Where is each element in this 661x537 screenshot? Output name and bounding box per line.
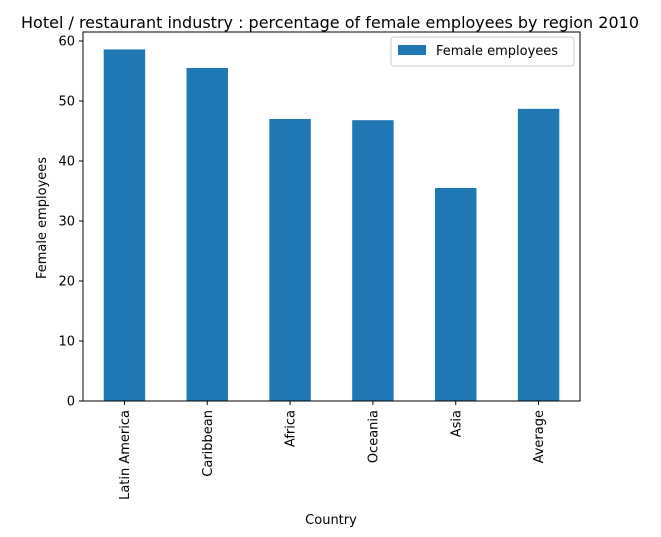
x-axis-label: Country: [305, 513, 357, 528]
bar-caribbean: [187, 68, 228, 401]
y-tick-label: 0: [67, 395, 75, 410]
x-tick-label: Average: [532, 410, 547, 463]
axes-frame: [83, 32, 580, 401]
chart-title: Hotel / restaurant industry : percentage…: [21, 13, 639, 32]
legend-swatch: [398, 45, 426, 55]
y-axis-label: Female employees: [35, 157, 50, 279]
legend: Female employees: [391, 37, 574, 66]
y-tick-label: 10: [58, 335, 75, 350]
x-tick-label: Latin America: [118, 410, 133, 500]
y-tick-label: 20: [58, 275, 75, 290]
plot-area: 0 10 20 30 40 50 60 Latin America Caribbean Afric…: [58, 32, 580, 500]
x-tick-label: Asia: [449, 410, 464, 437]
x-tick-label: Caribbean: [201, 410, 216, 477]
bar-africa: [269, 119, 310, 401]
bar-average: [518, 109, 559, 401]
y-tick-label: 60: [58, 35, 75, 50]
x-tick-label: Africa: [284, 410, 299, 447]
x-tick-label: Oceania: [366, 410, 381, 463]
y-tick-label: 40: [58, 155, 75, 170]
bar-latin-america: [104, 49, 145, 401]
legend-label: Female employees: [436, 44, 558, 59]
y-tick-label: 50: [58, 95, 75, 110]
y-tick-label: 30: [58, 215, 75, 230]
bar-oceania: [352, 120, 393, 401]
bar-asia: [435, 188, 476, 401]
